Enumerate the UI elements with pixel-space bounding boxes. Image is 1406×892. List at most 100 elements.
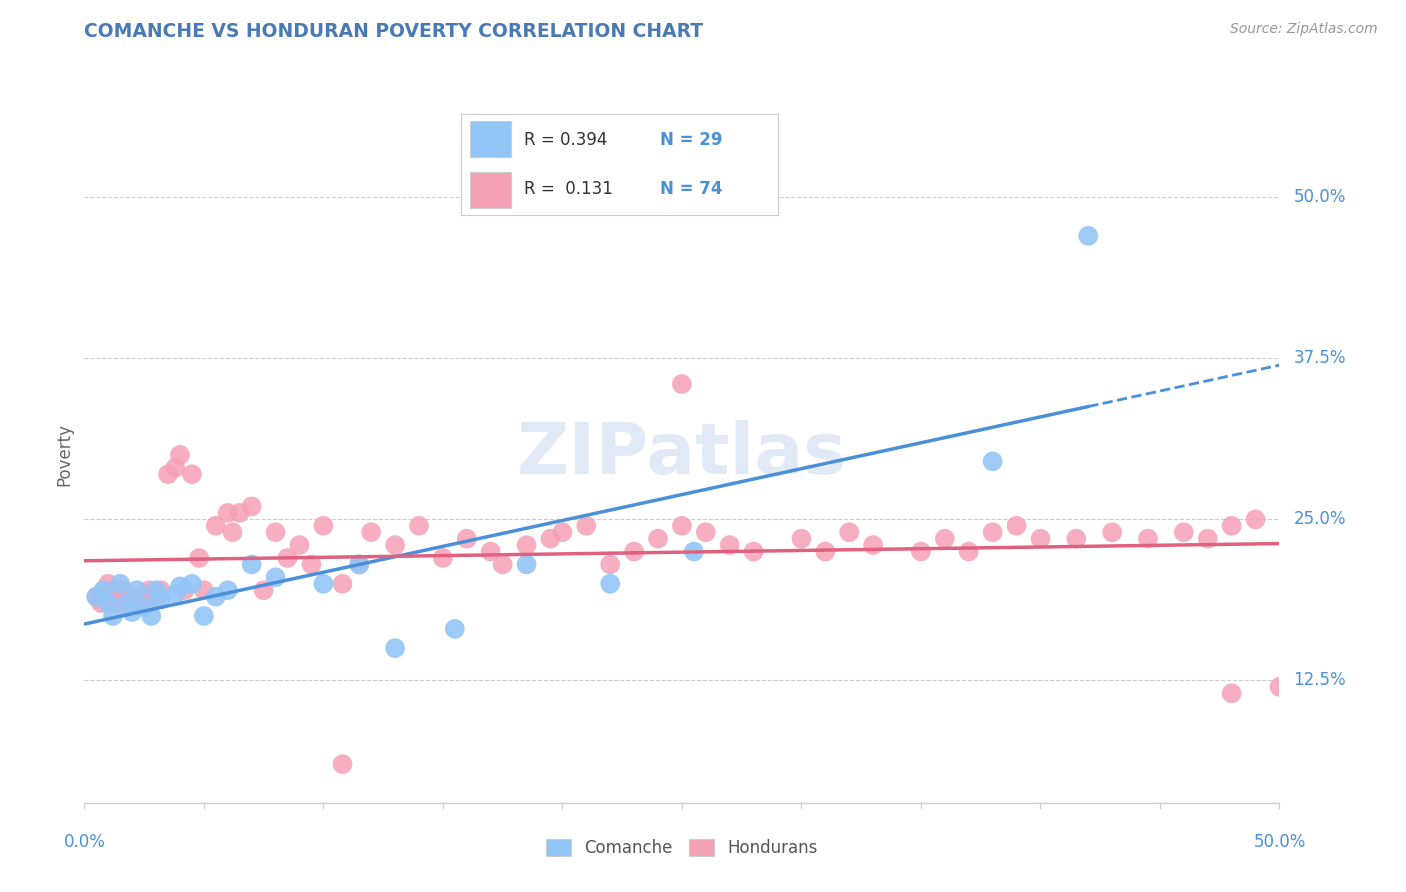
Point (193, 583, 215, 598)
Point (1066, 532, 1088, 546)
Point (838, 525, 860, 540)
Point (312, 576, 335, 591)
Point (132, 599, 156, 614)
Point (575, 518, 598, 533)
Point (408, 518, 430, 533)
Text: 37.5%: 37.5% (1294, 350, 1346, 368)
Point (360, 525, 382, 540)
Point (111, 583, 134, 598)
Point (240, 500, 263, 514)
Point (90, 596, 112, 610)
Point (125, 583, 148, 598)
Point (205, 518, 228, 533)
Point (221, 525, 243, 540)
Point (623, 544, 645, 558)
Point (981, 525, 1004, 540)
Point (349, 558, 371, 572)
Point (193, 609, 215, 624)
Point (1029, 532, 1052, 546)
Point (125, 592, 148, 607)
Point (240, 558, 263, 572)
Point (981, 454, 1004, 468)
Text: 25.0%: 25.0% (1294, 510, 1346, 528)
Point (683, 544, 704, 558)
Text: 12.5%: 12.5% (1294, 672, 1346, 690)
Point (149, 583, 172, 598)
Point (332, 576, 354, 591)
Point (132, 596, 156, 610)
Point (957, 544, 980, 558)
Point (173, 583, 195, 598)
Point (492, 558, 515, 572)
Point (157, 467, 180, 482)
Point (1268, 680, 1291, 694)
Point (217, 583, 239, 598)
Point (538, 532, 561, 546)
Point (515, 538, 537, 552)
Point (1077, 228, 1099, 243)
Point (934, 532, 956, 546)
Point (110, 576, 132, 591)
Point (188, 551, 211, 566)
Point (110, 596, 132, 610)
Point (117, 596, 139, 610)
Point (276, 551, 298, 566)
Point (479, 544, 502, 558)
Point (141, 609, 163, 624)
Point (1101, 525, 1123, 540)
Point (1136, 532, 1159, 546)
Point (169, 579, 191, 593)
Point (695, 525, 717, 540)
Point (599, 576, 621, 591)
Point (790, 532, 813, 546)
Point (301, 558, 323, 572)
Point (97, 576, 120, 591)
Point (117, 599, 139, 614)
Text: COMANCHE VS HONDURAN POVERTY CORRELATION CHART: COMANCHE VS HONDURAN POVERTY CORRELATION… (84, 22, 703, 41)
Point (101, 596, 124, 610)
Point (104, 583, 127, 598)
Point (444, 622, 467, 636)
Point (599, 558, 621, 572)
Point (1005, 518, 1028, 533)
Point (718, 538, 741, 552)
Point (671, 518, 693, 533)
Point (384, 641, 406, 656)
Point (217, 506, 239, 520)
Point (165, 460, 187, 475)
Y-axis label: Poverty: Poverty (55, 424, 73, 486)
Point (1220, 518, 1243, 533)
Point (1244, 512, 1267, 526)
Point (742, 544, 765, 558)
Point (312, 518, 335, 533)
Point (84, 590, 107, 604)
Point (121, 590, 143, 604)
Point (432, 551, 454, 566)
Point (141, 587, 163, 601)
Point (1220, 686, 1243, 700)
Point (1197, 532, 1219, 546)
Point (145, 592, 167, 607)
Point (180, 576, 202, 591)
Point (551, 525, 574, 540)
Point (384, 538, 406, 552)
Point (647, 532, 669, 546)
Point (1173, 525, 1195, 540)
Point (228, 506, 252, 520)
Point (84, 590, 107, 604)
Point (456, 532, 478, 546)
Point (814, 544, 837, 558)
Point (862, 538, 884, 552)
Text: ZIPatlas: ZIPatlas (517, 420, 846, 490)
Point (121, 605, 143, 619)
Point (515, 558, 537, 572)
Point (332, 757, 354, 772)
Point (169, 448, 191, 462)
Point (910, 544, 932, 558)
Point (101, 609, 124, 624)
Point (205, 590, 228, 604)
Text: 0.0%: 0.0% (63, 833, 105, 851)
Point (349, 558, 371, 572)
Point (149, 592, 172, 607)
Point (145, 583, 167, 598)
